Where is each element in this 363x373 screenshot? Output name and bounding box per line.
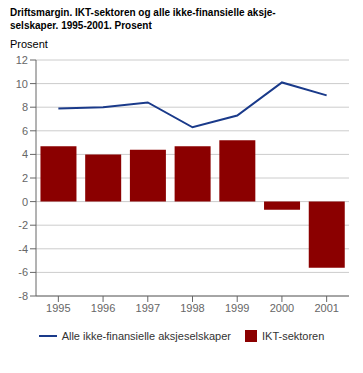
svg-text:10: 10 [16, 78, 28, 90]
svg-text:2000: 2000 [270, 302, 294, 314]
svg-text:4: 4 [22, 148, 28, 160]
html-text:selskaper. 1995-2001. Prosent: selskaper. 1995-2001. Prosent [10, 20, 152, 31]
svg-text:8: 8 [22, 101, 28, 113]
svg-text:2: 2 [22, 172, 28, 184]
svg-text:1998: 1998 [180, 302, 204, 314]
svg-text:-4: -4 [18, 243, 28, 255]
svg-text:1999: 1999 [225, 302, 249, 314]
html-text:Alle ikke-finansielle aksjesel: Alle ikke-finansielle aksjeselskaper [61, 330, 231, 342]
svg-text:6: 6 [22, 125, 28, 137]
html-text:Driftsmargin. IKT-sektoren og: Driftsmargin. IKT-sektoren og alle ikke-… [10, 7, 276, 18]
html-text:Prosent: Prosent [10, 38, 48, 50]
html-text:IKT-sektoren: IKT-sektoren [262, 330, 325, 342]
svg-text:-8: -8 [18, 290, 28, 302]
svg-text:12: 12 [16, 54, 28, 66]
svg-text:-2: -2 [18, 219, 28, 231]
svg-text:2001: 2001 [314, 302, 338, 314]
svg-text:1997: 1997 [136, 302, 160, 314]
svg-text:-6: -6 [18, 266, 28, 278]
svg-text:1996: 1996 [91, 302, 115, 314]
svg-text:0: 0 [22, 196, 28, 208]
svg-text:1995: 1995 [46, 302, 70, 314]
